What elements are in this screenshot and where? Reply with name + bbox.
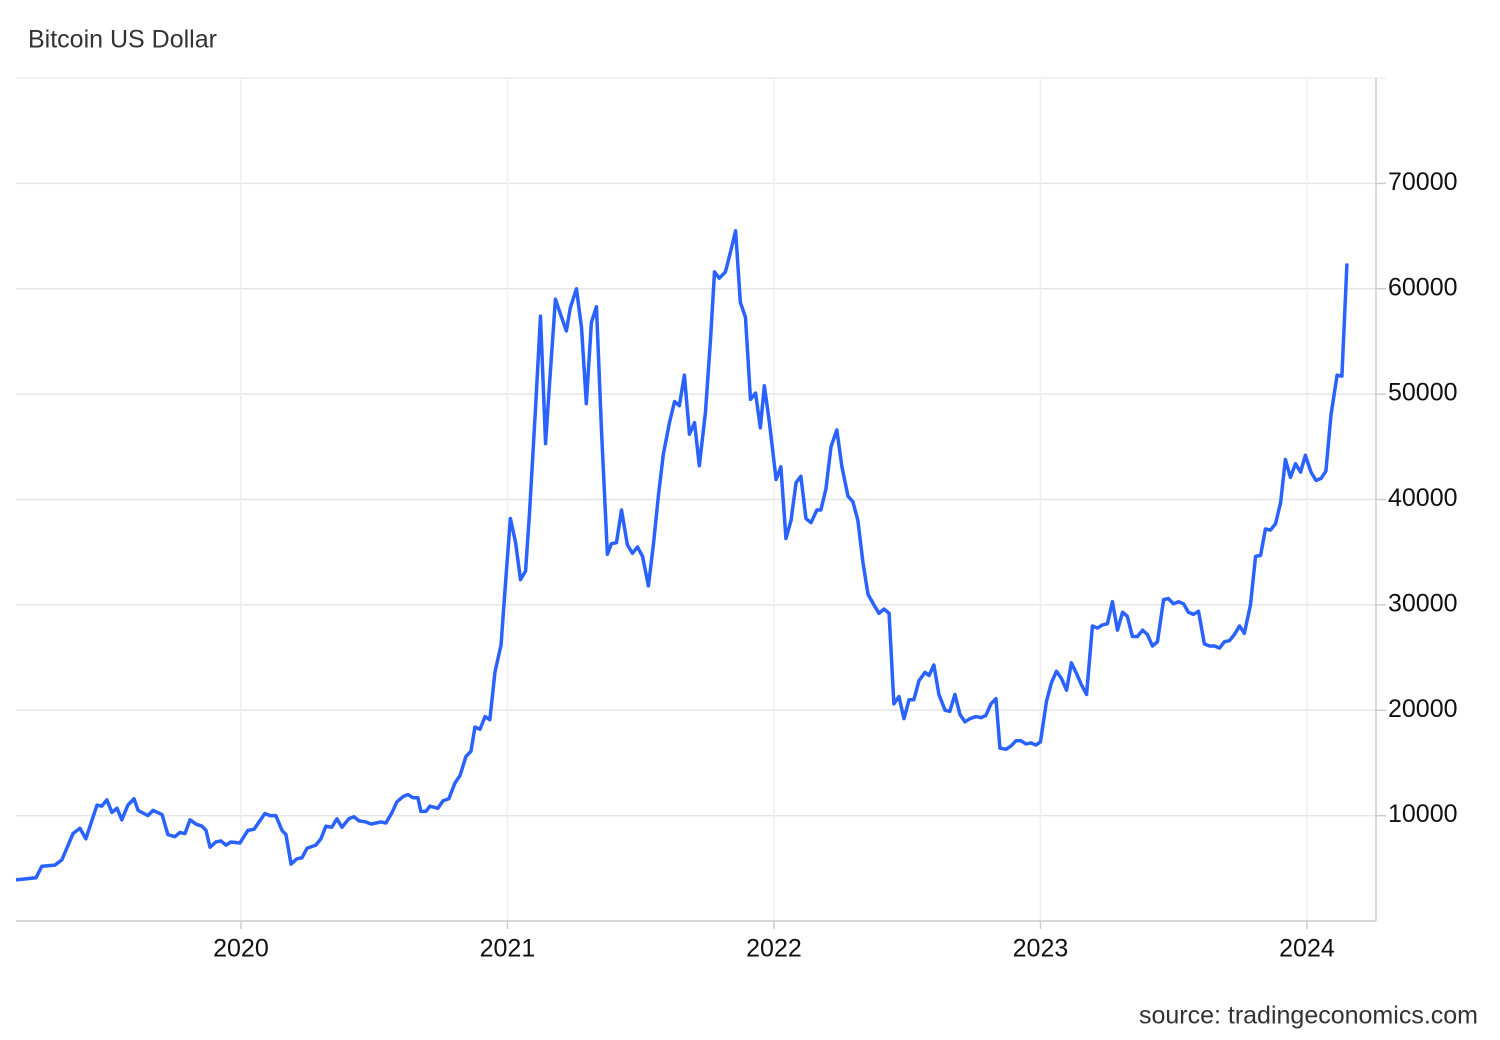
x-tick-label: 2021 bbox=[480, 935, 536, 963]
y-tick-label: 70000 bbox=[1388, 168, 1458, 196]
y-tick-label: 10000 bbox=[1388, 800, 1458, 828]
y-tick-label: 20000 bbox=[1388, 695, 1458, 723]
y-tick-label: 30000 bbox=[1388, 589, 1458, 617]
price-line bbox=[15, 229, 1349, 882]
chart-title: Bitcoin US Dollar bbox=[28, 26, 217, 54]
x-tick-label: 2022 bbox=[746, 935, 802, 963]
y-tick-label: 40000 bbox=[1388, 484, 1458, 512]
y-tick-label: 60000 bbox=[1388, 273, 1458, 301]
source-note: source: tradingeconomics.com bbox=[1139, 1002, 1478, 1030]
x-tick-label: 2024 bbox=[1279, 935, 1335, 963]
y-tick-label: 50000 bbox=[1388, 379, 1458, 407]
x-tick-label: 2020 bbox=[213, 935, 269, 963]
x-tick-label: 2023 bbox=[1013, 935, 1069, 963]
